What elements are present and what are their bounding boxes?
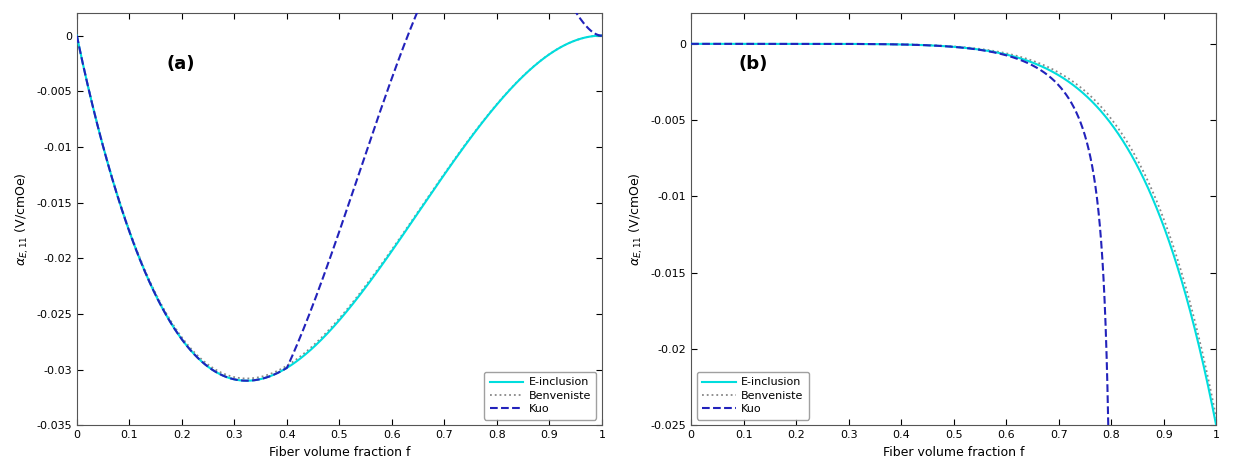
E-inclusion — [1208, 422, 1223, 428]
Benveniste — [580, 34, 594, 40]
E-inclusion — [483, 110, 498, 115]
E-inclusion — [594, 33, 609, 38]
Kuo — [239, 378, 254, 384]
Kuo — [96, 146, 111, 152]
Benveniste — [1194, 342, 1208, 348]
E-inclusion — [1194, 350, 1208, 356]
E-inclusion — [1194, 351, 1208, 357]
Kuo — [594, 33, 609, 38]
E-inclusion — [684, 41, 699, 47]
Benveniste — [239, 376, 254, 381]
E-inclusion — [326, 325, 340, 331]
Line: E-inclusion: E-inclusion — [76, 35, 602, 381]
Benveniste — [326, 323, 340, 329]
Benveniste — [580, 34, 594, 40]
Kuo — [1194, 438, 1208, 443]
Kuo — [69, 33, 84, 38]
Kuo — [1097, 297, 1112, 303]
Kuo — [940, 43, 954, 49]
Benveniste — [940, 43, 954, 49]
E-inclusion — [925, 42, 940, 48]
Line: Kuo: Kuo — [76, 0, 602, 381]
Line: Benveniste: Benveniste — [692, 44, 1216, 418]
E-inclusion — [311, 340, 326, 346]
Y-axis label: $\alpha_{E,11}$ (V/cmOe): $\alpha_{E,11}$ (V/cmOe) — [14, 172, 31, 266]
Kuo — [925, 42, 940, 48]
Benveniste — [483, 109, 498, 115]
Kuo — [580, 24, 594, 30]
Benveniste — [311, 337, 326, 343]
X-axis label: Fiber volume fraction f: Fiber volume fraction f — [269, 446, 411, 459]
Legend: E-inclusion, Benveniste, Kuo: E-inclusion, Benveniste, Kuo — [485, 372, 597, 420]
E-inclusion — [940, 43, 954, 49]
E-inclusion — [239, 378, 254, 384]
E-inclusion — [710, 41, 725, 47]
Kuo — [1101, 438, 1116, 443]
E-inclusion — [69, 33, 84, 38]
Kuo — [326, 248, 340, 254]
Kuo — [311, 287, 326, 293]
E-inclusion — [580, 34, 594, 40]
Kuo — [1208, 438, 1223, 443]
Legend: E-inclusion, Benveniste, Kuo: E-inclusion, Benveniste, Kuo — [697, 372, 809, 420]
Benveniste — [594, 33, 609, 38]
Benveniste — [1097, 108, 1112, 114]
Text: (b): (b) — [739, 55, 768, 73]
E-inclusion — [580, 34, 594, 40]
Benveniste — [684, 41, 699, 47]
Kuo — [580, 25, 594, 30]
Line: E-inclusion: E-inclusion — [692, 44, 1216, 425]
Benveniste — [1194, 344, 1208, 349]
Benveniste — [1208, 415, 1223, 421]
Benveniste — [96, 145, 111, 151]
Kuo — [684, 41, 699, 47]
Y-axis label: $\alpha_{E,11}$ (V/cmOe): $\alpha_{E,11}$ (V/cmOe) — [628, 172, 645, 266]
Line: Kuo: Kuo — [692, 44, 1216, 440]
X-axis label: Fiber volume fraction f: Fiber volume fraction f — [883, 446, 1025, 459]
Benveniste — [925, 42, 940, 48]
Benveniste — [710, 41, 725, 47]
Kuo — [710, 41, 725, 47]
Text: (a): (a) — [166, 55, 195, 73]
Line: Benveniste: Benveniste — [76, 35, 602, 379]
E-inclusion — [96, 146, 111, 152]
Benveniste — [69, 33, 84, 38]
E-inclusion — [1097, 113, 1112, 118]
Kuo — [1194, 438, 1208, 443]
